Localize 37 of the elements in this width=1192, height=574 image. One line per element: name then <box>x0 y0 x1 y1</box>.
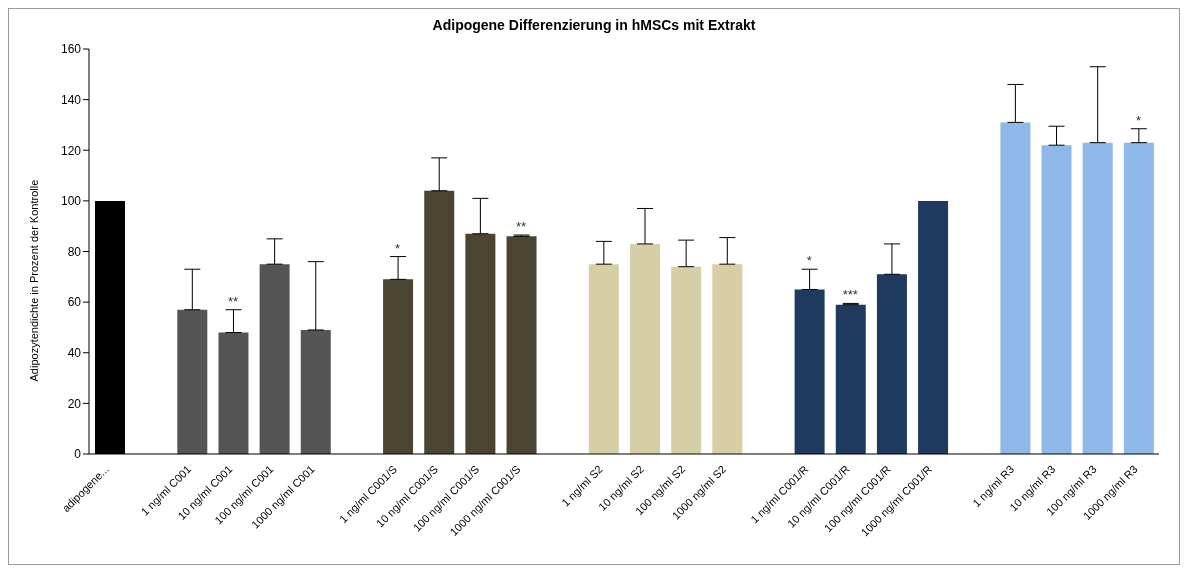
chart-title: Adipogene Differenzierung in hMSCs mit Extrakt <box>431 16 757 35</box>
y-tick-label: 100 <box>60 194 82 209</box>
y-tick-label: 80 <box>67 244 82 259</box>
bar <box>835 304 866 454</box>
bar <box>177 309 208 454</box>
y-tick-label: 120 <box>60 143 82 158</box>
annotation: * <box>806 253 812 269</box>
bar <box>794 289 825 454</box>
bar <box>671 266 702 454</box>
y-tick-label: 0 <box>74 447 82 462</box>
bar <box>424 190 455 454</box>
bar <box>1123 142 1154 454</box>
bar <box>506 236 537 454</box>
bar <box>1082 142 1113 454</box>
annotation: ** <box>227 293 239 309</box>
annotation: * <box>1135 112 1141 128</box>
y-tick-label: 60 <box>67 295 82 310</box>
bar <box>300 329 331 454</box>
bar <box>218 332 249 454</box>
annotation: * <box>395 240 401 256</box>
bar <box>630 243 660 454</box>
bar <box>1000 122 1031 454</box>
y-tick-label: 140 <box>60 92 82 107</box>
bar <box>465 233 496 454</box>
y-axis-title: Adipozytendichte in Prozent der Kontrolle <box>27 179 40 382</box>
bar <box>383 279 414 454</box>
bar <box>588 264 619 454</box>
bar <box>876 274 907 454</box>
bar <box>712 264 743 454</box>
bar <box>259 264 290 454</box>
bar <box>918 200 949 454</box>
annotation: *** <box>842 287 858 303</box>
bar <box>1041 145 1072 454</box>
annotation: ** <box>516 219 527 235</box>
y-tick-label: 20 <box>67 396 82 411</box>
y-tick-label: 40 <box>67 346 82 361</box>
y-tick-label: 160 <box>60 42 82 57</box>
